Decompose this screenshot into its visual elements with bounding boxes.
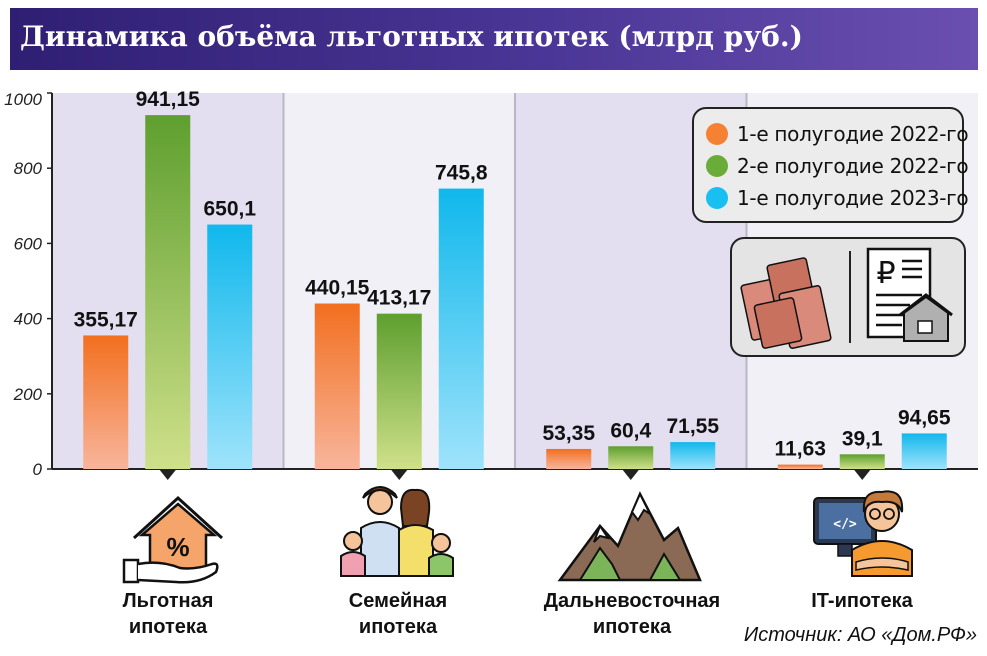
bar-value-label: 941,15 xyxy=(136,88,201,111)
category-label-line1: Семейная xyxy=(348,590,448,612)
legend-label: 1-е полугодие 2022-го xyxy=(737,122,969,146)
y-axis: 0 200 400 600 800 1000 xyxy=(4,90,978,480)
category-pointer-icon xyxy=(854,470,871,480)
bar xyxy=(438,188,484,469)
bar xyxy=(376,313,422,469)
legend-label: 1-е полугодие 2023-го xyxy=(737,186,969,210)
bar-value-label: 11,63 xyxy=(775,438,826,461)
bars xyxy=(83,115,947,470)
y-tick-label: 400 xyxy=(14,310,43,329)
category-pointer-icon xyxy=(159,470,176,480)
category-pointer-icon xyxy=(622,470,639,480)
svg-text:%: % xyxy=(166,532,189,562)
bar xyxy=(608,446,654,469)
y-tick-label: 0 xyxy=(33,460,43,479)
orange-dot-icon xyxy=(706,123,728,145)
blue-dot-icon xyxy=(706,187,728,209)
bar-value-label: 355,17 xyxy=(74,308,138,331)
mountains-icon xyxy=(557,491,702,582)
category-label-lgotnaya: Льготная ипотека xyxy=(88,588,248,640)
category-label-line1: Дальневосточная xyxy=(543,590,721,612)
category-label-line2: ипотека xyxy=(128,616,208,638)
bar-value-label: 94,65 xyxy=(898,406,951,429)
legend: 1-е полугодие 2022-го 2-е полугодие 2022… xyxy=(692,107,969,223)
legend-item: 1-е полугодие 2022-го xyxy=(706,119,969,149)
category-label-line1: IT-ипотека xyxy=(811,590,913,612)
bar xyxy=(145,115,191,470)
bar xyxy=(546,448,592,469)
bar xyxy=(314,303,360,469)
house-percent-icon: % xyxy=(122,495,224,584)
legend-item: 2-е полугодие 2022-го xyxy=(706,151,969,181)
money-illustration: ₽ xyxy=(730,237,966,357)
legend-item: 1-е полугодие 2023-го xyxy=(706,183,969,213)
bar-value-label: 53,35 xyxy=(542,422,595,445)
category-label-line1: Льготная xyxy=(122,590,214,612)
bar-value-label: 745,8 xyxy=(435,162,488,185)
bar-value-label: 650,1 xyxy=(203,198,256,221)
header-bar: Динамика объёма льготных ипотек (млрд ру… xyxy=(10,8,978,70)
category-label-line2: ипотека xyxy=(358,616,438,638)
green-dot-icon xyxy=(706,155,728,177)
category-pointer-icon xyxy=(391,470,408,480)
bar xyxy=(670,442,716,469)
mortgage-document-icon: ₽ xyxy=(866,247,953,342)
y-tick-label: 800 xyxy=(14,159,43,178)
bar xyxy=(207,224,253,469)
money-illustration-svg: ₽ xyxy=(740,247,953,349)
y-tick-label: 200 xyxy=(13,385,43,404)
bar-value-label: 413,17 xyxy=(367,287,431,310)
category-label-it: IT-ипотека xyxy=(782,588,942,614)
banknotes-icon xyxy=(740,257,832,349)
source-note: Источник: АО «Дом.РФ» xyxy=(743,624,977,646)
bar-value-label: 440,15 xyxy=(305,277,370,300)
category-label-line2: ипотека xyxy=(592,616,672,638)
currency-symbol: ₽ xyxy=(876,256,895,291)
bar xyxy=(901,433,947,469)
category-label-semeynaya: Семейная ипотека xyxy=(318,588,478,640)
bar xyxy=(777,464,823,469)
svg-text:</>: </> xyxy=(833,517,857,532)
bar xyxy=(839,454,885,469)
bar xyxy=(83,335,129,469)
y-tick-label: 600 xyxy=(14,234,43,253)
family-icon xyxy=(340,486,454,577)
category-label-dalnevostochnaya: Дальневосточная ипотека xyxy=(525,588,739,640)
bar-value-label: 60,4 xyxy=(610,419,651,442)
programmer-icon: </> xyxy=(813,490,913,577)
bar-value-label: 71,55 xyxy=(666,415,719,438)
y-tick-label: 1000 xyxy=(4,90,42,109)
legend-label: 2-е полугодие 2022-го xyxy=(737,154,969,178)
page-title: Динамика объёма льготных ипотек (млрд ру… xyxy=(20,20,803,53)
bar-value-label: 39,1 xyxy=(842,427,883,450)
